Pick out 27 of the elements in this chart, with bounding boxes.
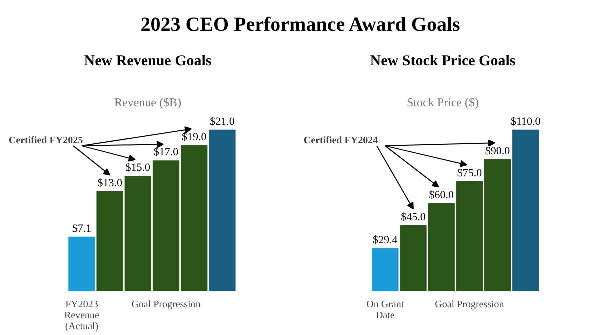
x-tick-label: On Grant Date — [366, 300, 404, 322]
data-label: $60.0 — [429, 189, 454, 202]
x-tick-label: Goal Progression — [435, 300, 504, 310]
bar — [512, 130, 540, 292]
x-tick-label: Goal Progression — [132, 300, 201, 310]
data-label: $90.0 — [485, 145, 511, 158]
data-label: $19.0 — [182, 131, 208, 144]
data-label: $15.0 — [126, 162, 152, 174]
data-label: $45.0 — [401, 211, 426, 224]
data-label: $13.0 — [98, 177, 123, 190]
bar — [209, 130, 236, 292]
chart-title: New Revenue Goals — [84, 54, 212, 70]
bar — [68, 236, 96, 292]
data-label: $110.0 — [510, 116, 542, 128]
chart-subtitle: Revenue ($B) — [114, 96, 182, 110]
chart-subtitle: Stock Price ($) — [407, 96, 479, 110]
text: 2023 CEO Performance Award Goals — [140, 13, 460, 38]
bar — [372, 248, 399, 292]
data-label: $29.4 — [373, 234, 398, 246]
annotation: Certified FY2025 — [8, 136, 84, 147]
data-label: $21.0 — [210, 116, 236, 128]
data-label: $17.0 — [154, 146, 180, 159]
data-label: $75.0 — [457, 167, 483, 180]
data-label: $7.1 — [72, 222, 92, 235]
annotation: Certified FY2024 — [304, 136, 378, 147]
x-tick-label: FY2023 Revenue (Actual) — [64, 300, 100, 332]
chart-title: New Stock Price Goals — [370, 54, 516, 70]
